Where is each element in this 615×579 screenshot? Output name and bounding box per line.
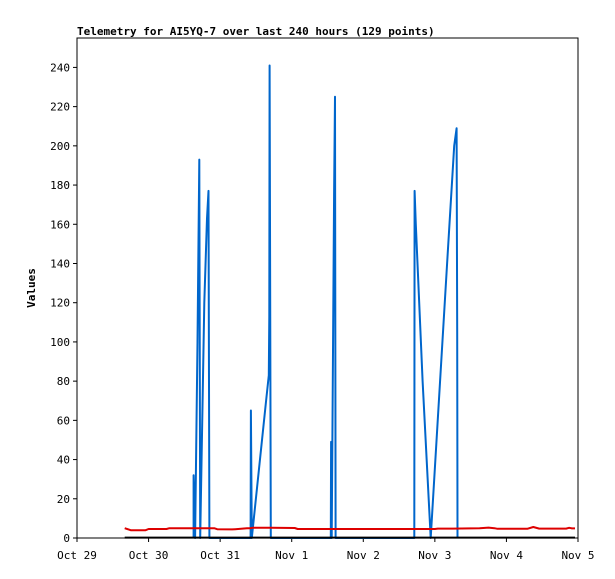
x-tick-label: Nov 2 bbox=[347, 549, 380, 562]
y-tick-label: 40 bbox=[57, 454, 70, 467]
x-tick-label: Nov 1 bbox=[275, 549, 308, 562]
y-tick-label: 240 bbox=[50, 61, 70, 74]
x-axis: Oct 29 Oct 30 Oct 31 Nov 1 Nov 2 Nov 3 Nov 4 No… bbox=[57, 538, 595, 562]
y-tick-label: 20 bbox=[57, 493, 70, 506]
y-tick-label: 100 bbox=[50, 336, 70, 349]
y-tick-label: 80 bbox=[57, 375, 70, 388]
y-tick-label: 120 bbox=[50, 297, 70, 310]
x-tick-label: Oct 29 bbox=[57, 549, 97, 562]
x-tick-label: Nov 4 bbox=[490, 549, 523, 562]
y-tick-label: 160 bbox=[50, 218, 70, 231]
y-tick-label: 60 bbox=[57, 414, 70, 427]
series-line-2 bbox=[124, 526, 575, 532]
x-tick-label: Oct 31 bbox=[200, 549, 240, 562]
plot-area bbox=[124, 64, 575, 539]
y-tick-label: 220 bbox=[50, 101, 70, 114]
x-tick-label: Nov 3 bbox=[418, 549, 451, 562]
y-tick-label: 200 bbox=[50, 140, 70, 153]
x-tick-label: Oct 30 bbox=[129, 549, 169, 562]
y-tick-label: 140 bbox=[50, 257, 70, 270]
y-tick-label: 180 bbox=[50, 179, 70, 192]
x-tick-label: Nov 5 bbox=[561, 549, 594, 562]
y-tick-label: 0 bbox=[63, 532, 70, 545]
y-axis: 0 20 40 60 80 100 120 140 160 180 200 220 240 bbox=[50, 61, 77, 545]
chart-title: Telemetry for AI5YQ-7 over last 240 hour… bbox=[77, 25, 435, 38]
y-axis-label: Values bbox=[25, 268, 38, 308]
plot-frame bbox=[76, 37, 579, 539]
series-line-1 bbox=[192, 64, 459, 539]
